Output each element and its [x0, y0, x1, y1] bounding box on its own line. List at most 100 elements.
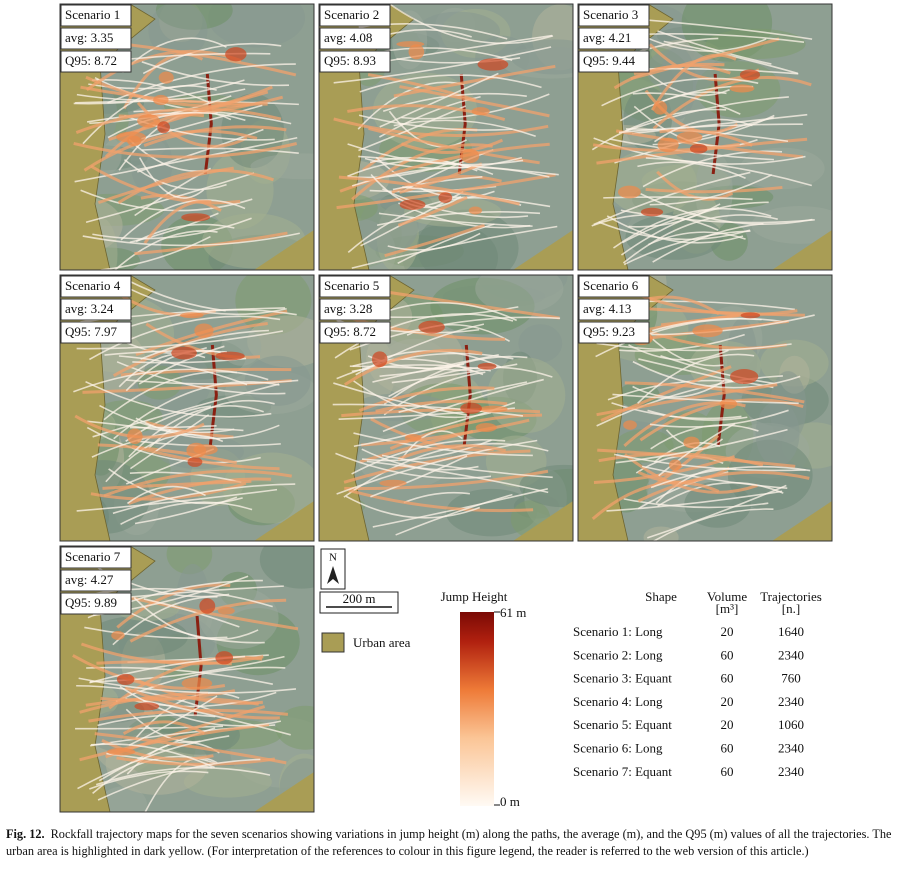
trajectory [388, 4, 554, 45]
colorbar-min: 0 m [500, 794, 520, 809]
row-volume: 20 [721, 694, 734, 709]
trajectory [595, 317, 762, 358]
urban-area [772, 501, 832, 541]
trajectory [335, 452, 492, 480]
label-box [60, 569, 132, 592]
jump-hotspot [460, 148, 480, 164]
trajectory [126, 485, 206, 505]
urban-area [254, 230, 314, 270]
panel-q95: Q95: 9.89 [65, 595, 117, 610]
row-shape: Scenario 5: Equant [573, 717, 672, 732]
trajectory [375, 399, 508, 413]
trajectory [133, 597, 259, 641]
trajectory [637, 470, 810, 503]
trajectory [353, 432, 533, 457]
panel-title: Scenario 5 [324, 278, 379, 293]
trajectory [84, 626, 228, 639]
row-shape: Scenario 3: Equant [573, 671, 672, 686]
jump-hotspot [116, 673, 135, 685]
trajectory [97, 714, 216, 727]
label-box [319, 27, 391, 50]
table: Shape Volume Trajectories [m³] [n.] Scen… [573, 589, 822, 779]
trajectory [83, 129, 258, 172]
urban-area [513, 230, 573, 270]
map-panel [60, 4, 314, 270]
colorbar-max: 61 m [500, 605, 526, 620]
trajectory [615, 428, 788, 464]
trajectory [652, 75, 812, 130]
panel-border [577, 3, 833, 271]
north-label: N [329, 552, 337, 564]
panel-title: Scenario 3 [583, 7, 638, 22]
panel-title: Scenario 7 [65, 549, 121, 564]
trajectory [79, 723, 270, 762]
urban-label: Urban area [353, 635, 411, 650]
trajectory [92, 383, 280, 438]
trajectory [143, 199, 212, 245]
trajectory [108, 655, 263, 710]
trajectory [90, 743, 215, 769]
panel-avg: avg: 4.13 [583, 301, 631, 316]
trajectory [619, 333, 745, 352]
terrain [618, 381, 660, 409]
trajectory [82, 85, 217, 145]
trajectory [609, 138, 774, 161]
trajectory [391, 363, 518, 384]
trajectory [76, 488, 278, 512]
jump-hotspot [676, 131, 703, 143]
trajectory [344, 348, 483, 386]
label-box [578, 275, 650, 298]
terrain [755, 401, 800, 467]
panel-border [59, 545, 315, 813]
panel-q95: Q95: 9.44 [583, 53, 636, 68]
jump-hotspot [107, 747, 136, 756]
trajectory [624, 381, 805, 404]
jump-hotspot [740, 312, 761, 319]
label-box [60, 50, 132, 73]
urban-swatch [321, 632, 345, 653]
trajectory [102, 479, 252, 490]
trajectory [92, 217, 252, 240]
trajectory [336, 439, 538, 495]
trajectory [101, 738, 214, 761]
jump-hotspot [399, 199, 426, 210]
colorbar-title: Jump Height [441, 589, 508, 604]
row-volume: 20 [721, 717, 734, 732]
trajectory [647, 334, 724, 367]
jump-hotspot [199, 598, 216, 614]
panel-q95: Q95: 7.97 [65, 324, 118, 339]
trajectory [659, 128, 753, 147]
urban-area [254, 501, 314, 541]
jump-hotspot [617, 185, 641, 199]
panel-title: Scenario 4 [65, 278, 121, 293]
trajectory [358, 105, 467, 152]
row-shape: Scenario 1: Long [573, 624, 663, 639]
trajectory [660, 355, 777, 385]
trajectory [87, 420, 220, 441]
terrain [250, 153, 314, 180]
trajectory [97, 443, 238, 465]
trajectory [632, 92, 741, 115]
trajectory [129, 414, 210, 470]
row-trajectories: 2340 [778, 694, 804, 709]
trajectory [637, 161, 746, 179]
terrain [99, 786, 148, 812]
trajectory [140, 193, 222, 212]
jump-hotspot [683, 436, 700, 449]
panel-avg: avg: 4.21 [583, 30, 631, 45]
panel-border [318, 3, 574, 271]
label-box [60, 298, 132, 321]
label-box [60, 592, 132, 615]
jump-hotspot [468, 206, 483, 215]
jump-hotspot [692, 324, 723, 338]
trajectory [89, 770, 209, 790]
trajectory [334, 313, 514, 359]
trajectory [649, 409, 789, 428]
panel-title: Scenario 6 [583, 278, 639, 293]
jump-hotspot [460, 402, 482, 414]
jump-hotspot [475, 423, 497, 432]
trajectory [135, 223, 235, 243]
panel-q95: Q95: 8.93 [324, 53, 376, 68]
table-header: Volume [707, 589, 747, 604]
trajectory [618, 123, 803, 134]
